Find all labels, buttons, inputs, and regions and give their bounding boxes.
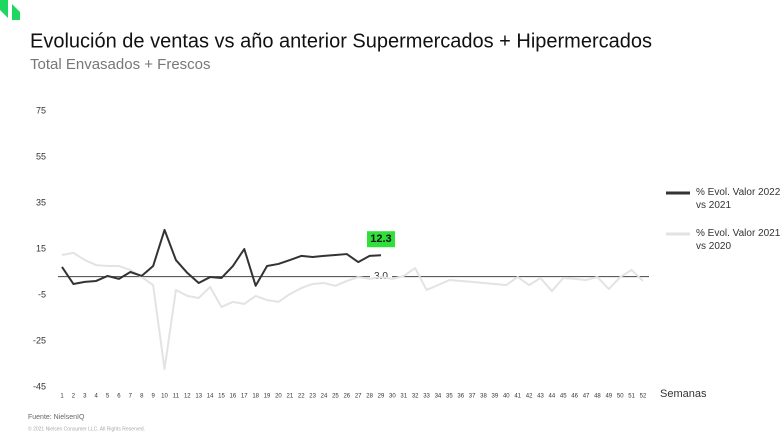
x-tick-label: 38 [480, 394, 487, 400]
x-tick-label: 16 [230, 394, 237, 400]
x-tick-label: 21 [286, 394, 293, 400]
x-tick-label: 35 [446, 394, 453, 400]
x-tick-label: 50 [617, 394, 624, 400]
x-tick-label: 48 [594, 394, 601, 400]
x-tick-label: 15 [218, 394, 225, 400]
x-tick-label: 27 [355, 394, 362, 400]
x-tick-label: 29 [378, 394, 385, 400]
x-tick-label: 46 [571, 394, 578, 400]
source: Fuente: NielsenIQ [28, 414, 85, 421]
x-tick-label: 37 [469, 394, 476, 400]
x-tick-label: 24 [321, 394, 328, 400]
x-tick-label: 12 [184, 394, 191, 400]
y-tick-label: -25 [33, 335, 46, 345]
x-tick-label: 19 [264, 394, 271, 400]
x-tick-label: 51 [628, 394, 635, 400]
y-tick-label: 15 [36, 243, 46, 253]
x-tick-label: 9 [151, 394, 155, 400]
value-label: 12.3 [370, 233, 391, 245]
copyright: © 2021 Nielsen Consumer LLC. All Rights … [28, 425, 145, 432]
x-tick-label: 30 [389, 394, 396, 400]
x-tick-label: 8 [140, 394, 144, 400]
logo [0, 0, 8, 18]
x-tick-label: 23 [309, 394, 316, 400]
x-tick-label: 25 [332, 394, 339, 400]
x-tick-label: 36 [457, 394, 464, 400]
y-tick-label: -5 [38, 289, 46, 299]
chart-title: Evolución de ventas vs año anterior Supe… [30, 30, 652, 52]
x-tick-label: 20 [275, 394, 282, 400]
legend-entry: % Evol. Valor 2021 vs 2020 [696, 228, 781, 252]
x-tick-label: 10 [161, 394, 168, 400]
x-tick-label: 34 [435, 394, 442, 400]
x-tick-label: 45 [560, 394, 567, 400]
x-tick-label: 6 [117, 394, 121, 400]
x-tick-label: 5 [106, 394, 110, 400]
x-tick-label: 18 [252, 394, 259, 400]
x-tick-label: 32 [412, 394, 419, 400]
x-tick-label: 1 [60, 394, 64, 400]
x-tick-label: 2 [72, 394, 76, 400]
x-tick-label: 39 [492, 394, 499, 400]
x-tick-label: 52 [640, 394, 647, 400]
x-tick-label: 26 [343, 394, 350, 400]
y-tick-label: -45 [33, 381, 46, 391]
x-tick-label: 42 [526, 394, 533, 400]
value-label-bg [366, 231, 395, 248]
x-tick-label: 13 [195, 394, 202, 400]
series-line [61, 228, 382, 287]
x-tick-label: 17 [241, 394, 248, 400]
x-tick-label: 33 [423, 394, 430, 400]
x-tick-label: 28 [366, 394, 373, 400]
y-tick-label: 75 [36, 105, 46, 115]
x-tick-label: 47 [583, 394, 590, 400]
x-tick-label: 44 [549, 394, 556, 400]
x-axis-label: Semanas [660, 388, 707, 400]
x-tick-label: 41 [514, 394, 521, 400]
legend-entry: % Evol. Valor 2022 vs 2021 [696, 187, 781, 211]
series-line [61, 251, 644, 371]
x-tick-label: 31 [400, 394, 407, 400]
x-tick-label: 11 [173, 394, 180, 400]
y-tick-label: 55 [36, 151, 46, 161]
x-tick-label: 22 [298, 394, 305, 400]
y-tick-label: 35 [36, 197, 46, 207]
logo [12, 4, 20, 20]
x-tick-label: 49 [605, 394, 612, 400]
x-tick-label: 14 [207, 394, 214, 400]
x-tick-label: 7 [129, 394, 133, 400]
chart-subtitle: Total Envasados + Frescos [30, 56, 211, 73]
x-tick-label: 43 [537, 394, 544, 400]
x-tick-label: 4 [95, 394, 99, 400]
x-tick-label: 3 [83, 394, 87, 400]
x-tick-label: 40 [503, 394, 510, 400]
